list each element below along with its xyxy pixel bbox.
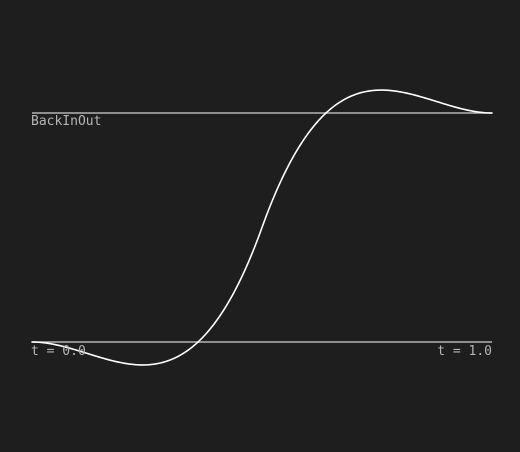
easing-name-label: BackInOut [31, 114, 102, 129]
t-start-label: t = 0.0 [31, 344, 86, 359]
t-end-label: t = 1.0 [437, 344, 492, 359]
easing-curve [31, 89, 493, 366]
